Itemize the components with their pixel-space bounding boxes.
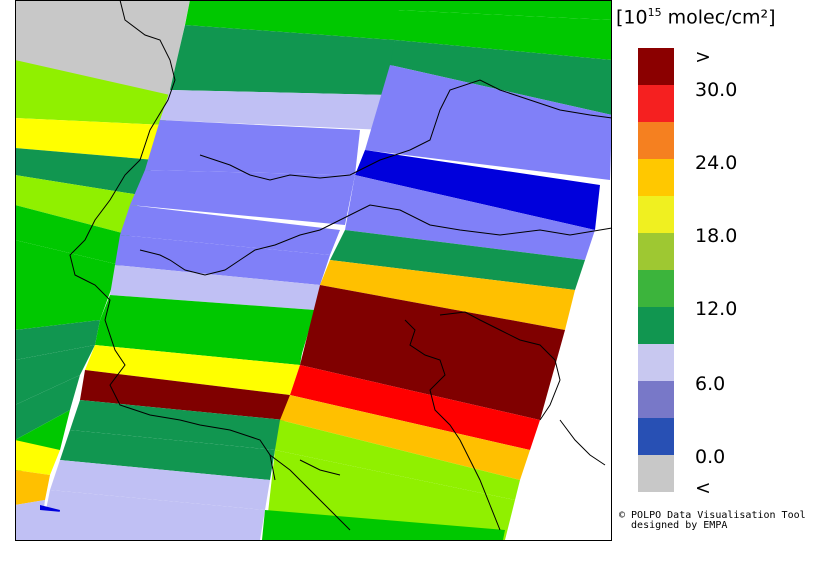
legend-swatch	[638, 48, 674, 85]
swath-pixel	[15, 60, 170, 125]
swath-pixel	[290, 365, 540, 450]
border-line	[69, 0, 276, 481]
swath-pixel	[15, 240, 120, 330]
swath-pixel	[60, 430, 275, 480]
border-line	[559, 419, 606, 466]
legend-swatch	[638, 159, 674, 196]
swath-pixel	[365, 65, 612, 180]
border-line	[404, 319, 501, 531]
swath-pixel	[95, 320, 305, 365]
swath-pixel	[280, 395, 530, 480]
legend-swatch	[638, 418, 674, 455]
swath-pixel	[50, 460, 270, 510]
legend-label-6: 6.0	[695, 373, 726, 395]
legend-title-prefix: [10	[616, 6, 648, 29]
swath-pixel	[15, 205, 130, 265]
swath-pixel	[85, 345, 300, 395]
swath-pixel	[15, 320, 100, 360]
credit-line-1: © POLPO Data Visualisation Tool	[619, 510, 806, 521]
legend-label-18: 18.0	[695, 225, 738, 247]
legend-swatch	[638, 455, 674, 492]
legend-label-30: 30.0	[695, 79, 738, 101]
swath-pixel	[120, 205, 340, 255]
border-line	[139, 204, 613, 276]
legend-swatch	[638, 344, 674, 381]
satellite-swath-pixels	[15, 0, 612, 540]
swath-pixel	[355, 150, 600, 230]
swath-pixel	[110, 265, 320, 310]
swath-pixel	[395, 10, 612, 60]
legend-label-24: 24.0	[695, 152, 738, 174]
swath-pixel	[275, 420, 520, 500]
legend-label-0: 0.0	[695, 446, 726, 468]
map-frame	[15, 0, 612, 541]
legend-swatch	[638, 381, 674, 418]
legend-label-above: >	[695, 46, 711, 68]
legend-swatch	[638, 196, 674, 233]
swath-pixel	[15, 175, 140, 235]
swath-pixel	[395, 0, 612, 20]
swath-pixel	[70, 400, 285, 450]
swath-pixel	[345, 175, 595, 260]
swath-pixel	[300, 285, 565, 420]
swath-pixel	[15, 118, 165, 160]
country-borders	[69, 0, 613, 531]
legend-title: [1015 molec/cm²]	[616, 6, 776, 28]
swath-pixel	[320, 260, 575, 330]
swath-pixel	[145, 120, 360, 175]
swath-pixel	[15, 440, 60, 475]
swath-pixel	[390, 40, 612, 115]
credit-text: © POLPO Data Visualisation Tool designed…	[619, 511, 806, 531]
swath-pixel	[15, 375, 80, 440]
no2-column-map	[15, 0, 613, 541]
legend-swatch	[638, 270, 674, 307]
legend-title-unit: molec/cm²]	[661, 6, 776, 29]
swath-pixel	[130, 170, 355, 225]
swath-pixel	[160, 90, 390, 130]
legend-swatch	[638, 122, 674, 159]
legend-title-exponent: 15	[647, 6, 662, 19]
legend-swatch	[638, 233, 674, 270]
legend-label-below: <	[695, 477, 711, 499]
swath-pixel	[115, 235, 330, 285]
swath-pixel	[170, 25, 395, 95]
border-line	[199, 79, 613, 181]
legend-swatch	[638, 307, 674, 344]
swath-pixel	[38, 510, 260, 540]
border-line	[299, 459, 341, 476]
swath-pixel	[80, 370, 290, 420]
legend-swatch	[638, 85, 674, 122]
swath-pixel	[15, 345, 95, 405]
legend-label-12: 12.0	[695, 298, 738, 320]
swath-pixel	[262, 510, 505, 540]
swath-pixel	[330, 230, 585, 290]
swath-pixel	[15, 470, 50, 505]
swath-pixel	[185, 0, 400, 40]
border-line	[269, 454, 351, 531]
border-line	[439, 311, 561, 421]
legend-color-bar	[638, 48, 674, 492]
swath-pixel	[15, 500, 45, 540]
credit-line-2: designed by EMPA	[619, 520, 728, 531]
